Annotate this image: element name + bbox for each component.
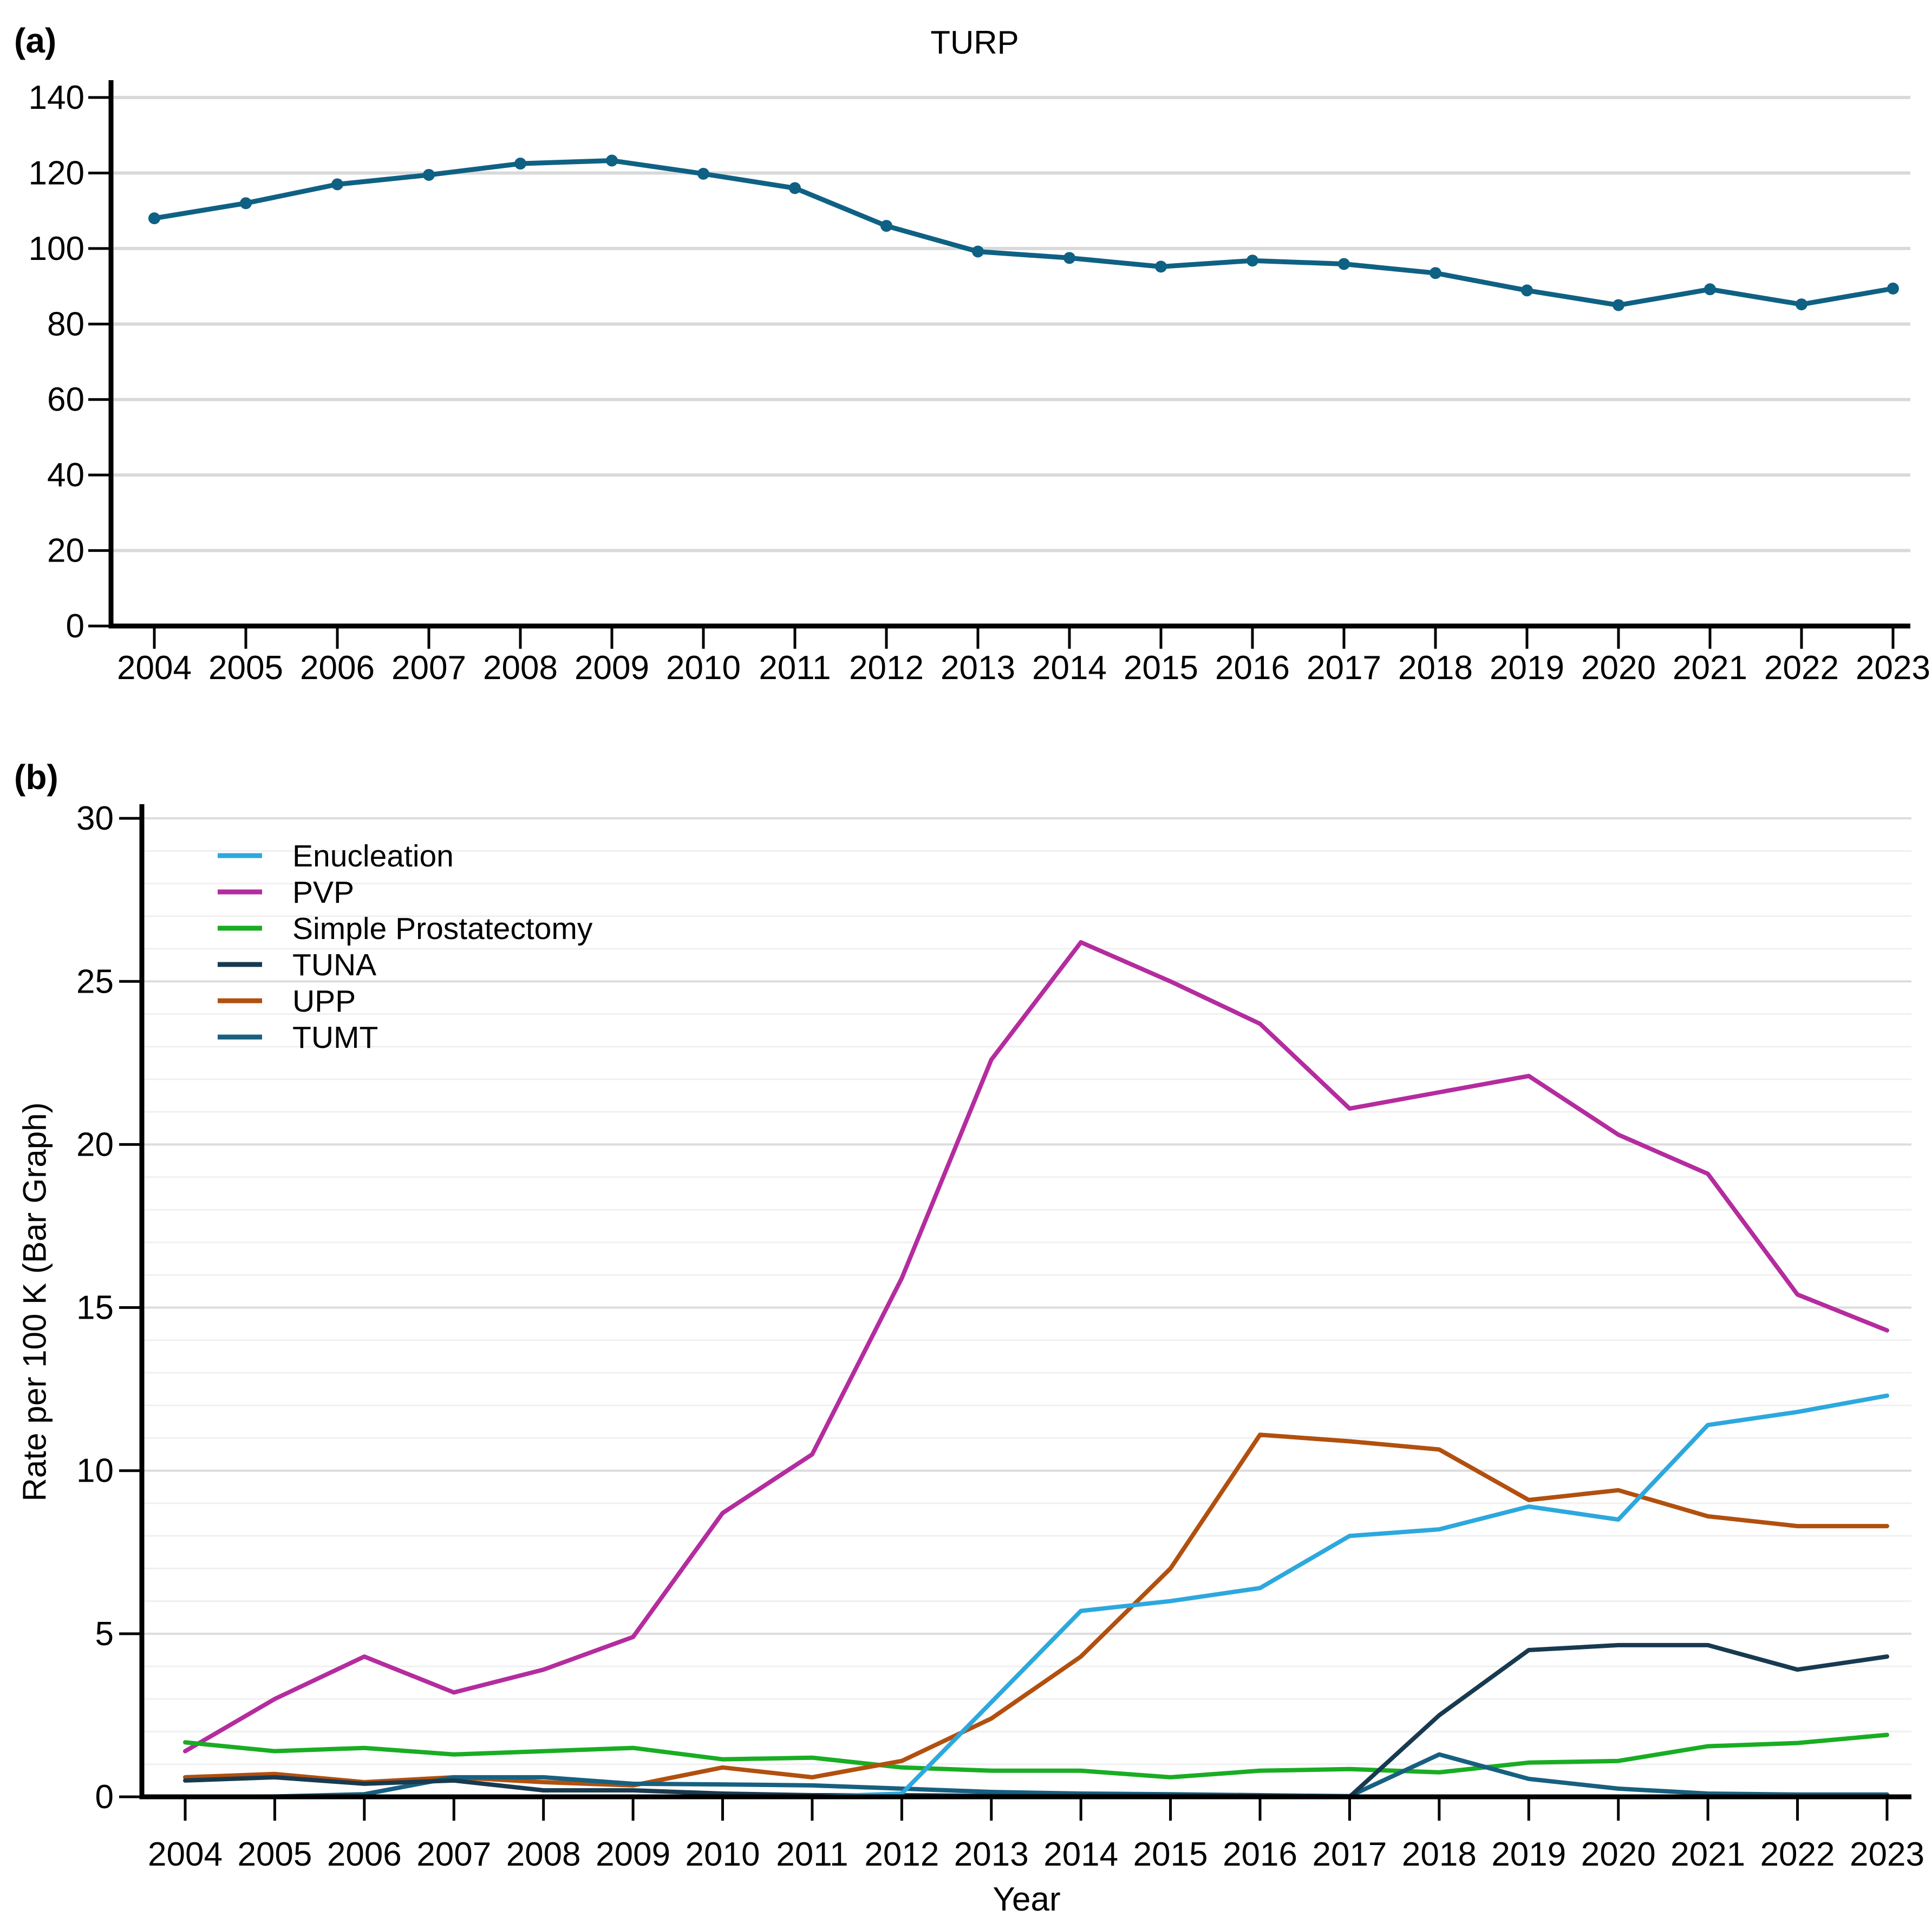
b-y-axis-ticks: 0 5 10 15 20 25 30	[76, 800, 142, 1816]
b-x-tick-label: 2023	[1850, 1836, 1924, 1873]
b-series	[183, 940, 1889, 1799]
legend-item-enucleation: Enucleation	[218, 839, 454, 874]
a-x-axis-ticks: 2004 2005 2006 2007 2008 2009 2010 2011 2012 2013…	[117, 626, 1930, 687]
series-turp-line	[152, 158, 1896, 308]
a-x-tick-label: 2010	[666, 649, 741, 687]
b-x-tick-label: 2010	[686, 1836, 760, 1873]
a-major-gridlines	[111, 96, 1910, 552]
panel-b-chart-procedures: 0 5 10 15 20 25 30 2004 2005 2006 2007 2008 2009 2010…	[76, 800, 1924, 1873]
b-x-tick-label: 2006	[327, 1836, 402, 1873]
a-x-tick-label: 2015	[1124, 649, 1198, 687]
a-x-tick-label: 2017	[1307, 649, 1381, 687]
b-x-tick-label: 2004	[148, 1836, 223, 1873]
b-y-tick-label: 20	[76, 1126, 114, 1163]
b-y-tick-label: 10	[76, 1452, 114, 1490]
b-x-tick-label: 2017	[1312, 1836, 1387, 1873]
series-simple-prostatectomy-line	[183, 1732, 1889, 1779]
a-x-tick-label: 2008	[483, 649, 558, 687]
a-y-tick-label: 0	[66, 608, 84, 645]
a-x-tick-label: 2020	[1581, 649, 1656, 687]
b-x-tick-label: 2020	[1581, 1836, 1656, 1873]
a-x-tick-label: 2021	[1673, 649, 1747, 687]
b-x-tick-label: 2009	[596, 1836, 670, 1873]
legend-label-upp: UPP	[292, 984, 356, 1019]
b-x-tick-label: 2013	[954, 1836, 1029, 1873]
a-x-tick-label: 2023	[1856, 649, 1930, 687]
series-turp-markers	[148, 154, 1899, 311]
series-tuna-line	[183, 1642, 1889, 1799]
b-major-gridlines	[142, 817, 1911, 1635]
legend-label-tuna: TUNA	[292, 948, 376, 982]
b-axes	[139, 804, 1911, 1800]
legend-label-enucleation: Enucleation	[292, 839, 454, 874]
a-y-axis-ticks: 0 20 40 60 80 100 120 140	[29, 79, 111, 645]
b-x-tick-label: 2011	[776, 1836, 848, 1873]
b-x-tick-label: 2005	[237, 1836, 312, 1873]
a-y-tick-label: 20	[47, 532, 84, 570]
legend-item-tumt: TUMT	[218, 1020, 378, 1055]
b-x-tick-label: 2008	[506, 1836, 581, 1873]
panel-a-label: (a)	[14, 21, 57, 60]
a-x-tick-label: 2005	[208, 649, 283, 687]
b-x-axis-ticks: 2004 2005 2006 2007 2008 2009 2010 2011 2012 2013…	[148, 1797, 1924, 1873]
b-y-tick-label: 0	[95, 1778, 114, 1816]
a-x-tick-label: 2006	[300, 649, 375, 687]
b-x-tick-label: 2021	[1670, 1836, 1745, 1873]
b-x-tick-label: 2014	[1043, 1836, 1118, 1873]
a-y-tick-label: 60	[47, 381, 84, 419]
a-y-tick-label: 40	[47, 457, 84, 494]
a-x-tick-label: 2016	[1215, 649, 1290, 687]
b-x-tick-label: 2018	[1402, 1836, 1477, 1873]
a-x-tick-label: 2007	[391, 649, 466, 687]
b-y-tick-label: 30	[76, 800, 114, 837]
a-x-tick-label: 2012	[849, 649, 924, 687]
legend-item-simple-prostatectomy: Simple Prostatectomy	[218, 911, 593, 946]
panel-a-title: TURP	[930, 24, 1019, 61]
b-x-tick-label: 2022	[1760, 1836, 1835, 1873]
a-y-tick-label: 80	[47, 305, 84, 343]
legend-label-tumt: TUMT	[292, 1020, 378, 1055]
series-tumt-line	[183, 1752, 1889, 1799]
legend-label-pvp: PVP	[292, 875, 354, 910]
panel-b-label: (b)	[14, 758, 58, 797]
a-y-tick-label: 100	[29, 230, 84, 268]
a-y-tick-label: 140	[29, 79, 84, 116]
legend-item-tuna: TUNA	[218, 948, 376, 982]
panel-b-y-axis-title: Rate per 100 K (Bar Graph)	[16, 1102, 53, 1502]
a-y-tick-label: 120	[29, 154, 84, 192]
b-y-tick-label: 5	[95, 1615, 114, 1653]
legend-label-simple-prostatectomy: Simple Prostatectomy	[292, 911, 593, 946]
a-x-tick-label: 2011	[759, 649, 831, 687]
b-y-tick-label: 15	[76, 1289, 114, 1327]
series-upp-line	[183, 1432, 1889, 1788]
a-x-tick-label: 2018	[1398, 649, 1473, 687]
panel-b-x-axis-title: Year	[993, 1881, 1061, 1918]
b-x-tick-label: 2019	[1491, 1836, 1566, 1873]
a-x-tick-label: 2013	[941, 649, 1015, 687]
b-y-tick-label: 25	[76, 963, 114, 1000]
b-x-tick-label: 2016	[1223, 1836, 1297, 1873]
a-x-tick-label: 2022	[1764, 649, 1839, 687]
series-pvp-line	[183, 940, 1889, 1753]
legend-item-upp: UPP	[218, 984, 356, 1019]
a-x-tick-label: 2019	[1490, 649, 1564, 687]
b-minor-gridlines	[142, 850, 1911, 1765]
a-axes	[108, 80, 1910, 629]
a-series	[148, 154, 1899, 311]
b-x-tick-label: 2015	[1133, 1836, 1208, 1873]
legend-item-pvp: PVP	[218, 875, 354, 910]
a-x-tick-label: 2004	[117, 649, 192, 687]
series-enucleation-line	[183, 1393, 1889, 1799]
a-x-tick-label: 2014	[1032, 649, 1107, 687]
a-x-tick-label: 2009	[575, 649, 649, 687]
b-x-tick-label: 2007	[416, 1836, 491, 1873]
b-x-tick-label: 2012	[864, 1836, 939, 1873]
